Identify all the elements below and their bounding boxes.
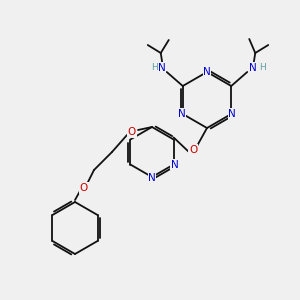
Text: O: O [80,183,88,193]
Text: O: O [189,145,197,155]
Text: N: N [158,63,166,73]
Text: N: N [171,160,178,170]
Text: N: N [203,67,211,77]
Text: N: N [178,109,186,119]
Text: H: H [151,62,158,71]
Text: N: N [249,63,257,73]
Text: H: H [259,62,266,71]
Text: N: N [228,109,236,119]
Text: N: N [148,173,156,183]
Text: O: O [128,127,136,137]
